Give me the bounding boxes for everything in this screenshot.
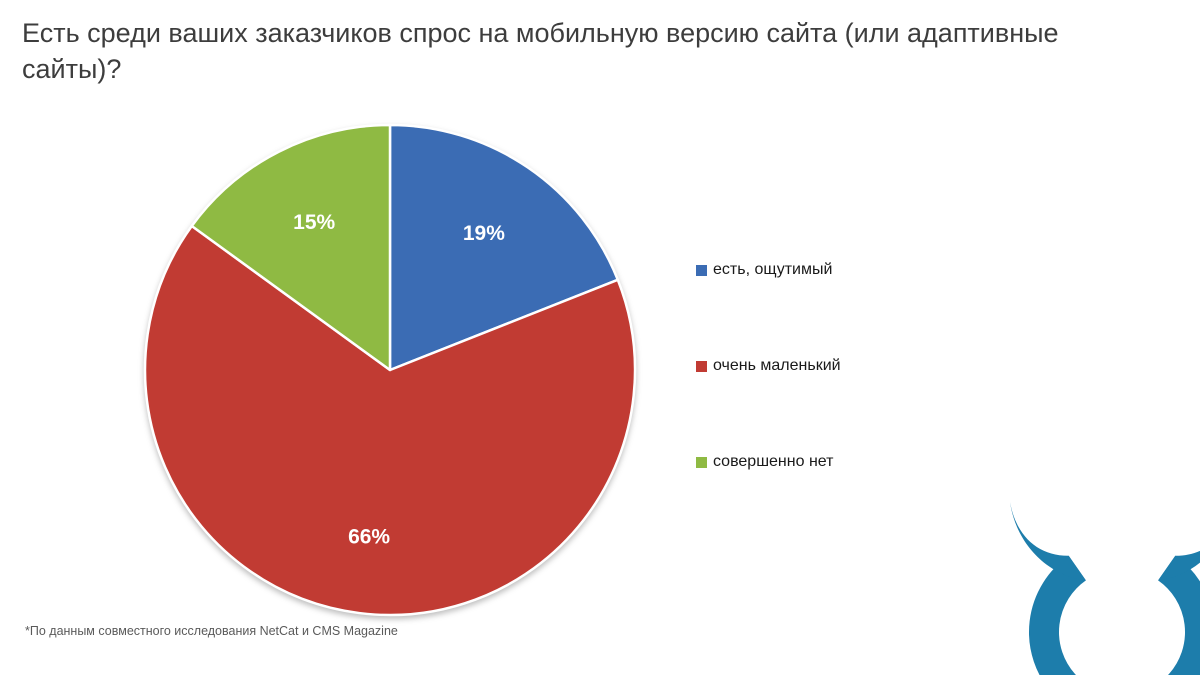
- pie-slice-3: [190, 123, 392, 372]
- slice-data-label-2: 66%: [348, 526, 390, 549]
- legend-swatch-icon: [696, 456, 707, 468]
- legend-label: очень маленький: [713, 357, 841, 374]
- legend-swatch-icon: [696, 360, 707, 372]
- slice-data-label-1: 19%: [463, 222, 505, 245]
- pie-chart-svg: 19% 66% 15%: [143, 123, 637, 617]
- legend-swatch-icon: [696, 264, 707, 276]
- legend-label: совершенно нет: [713, 453, 834, 470]
- slice-data-label-3: 15%: [293, 211, 335, 234]
- footnote: *По данным совместного исследования NetC…: [25, 624, 398, 638]
- legend-label: есть, ощутимый: [713, 261, 833, 278]
- legend: есть, ощутимый очень маленький совершенно …: [696, 260, 841, 472]
- netcat-logo: [1010, 502, 1200, 675]
- pie-slice-2: [143, 224, 637, 617]
- pie-slice-1: [388, 123, 620, 372]
- legend-item-1: есть, ощутимый: [696, 260, 841, 280]
- chart-title: Есть среди ваших заказчиков спрос на моб…: [22, 18, 1059, 84]
- pie-chart: 19% 66% 15%: [130, 110, 650, 630]
- legend-item-2: очень маленький: [696, 356, 841, 376]
- legend-item-3: совершенно нет: [696, 452, 841, 472]
